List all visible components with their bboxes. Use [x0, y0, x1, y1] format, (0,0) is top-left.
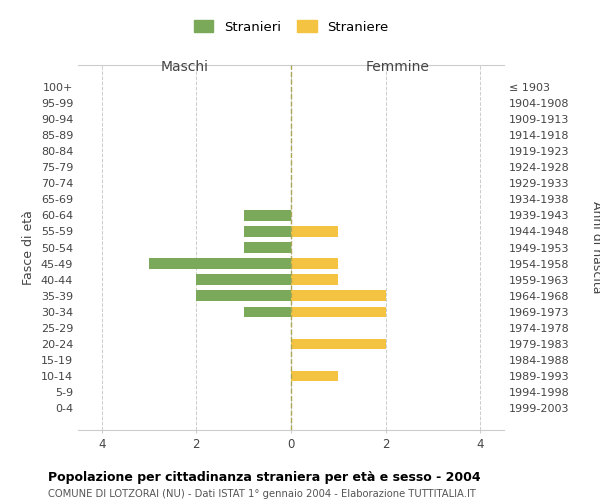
Text: Femmine: Femmine: [365, 60, 430, 74]
Legend: Stranieri, Straniere: Stranieri, Straniere: [194, 20, 388, 34]
Bar: [291, 338, 386, 349]
Bar: [244, 210, 291, 220]
Bar: [291, 274, 338, 285]
Bar: [196, 290, 291, 301]
Bar: [149, 258, 291, 269]
Text: Popolazione per cittadinanza straniera per età e sesso - 2004: Popolazione per cittadinanza straniera p…: [48, 471, 481, 484]
Bar: [291, 290, 386, 301]
Text: Maschi: Maschi: [161, 60, 209, 74]
Bar: [196, 274, 291, 285]
Y-axis label: Fasce di età: Fasce di età: [22, 210, 35, 285]
Y-axis label: Anni di nascita: Anni di nascita: [590, 201, 600, 294]
Bar: [244, 226, 291, 236]
Text: COMUNE DI LOTZORAI (NU) - Dati ISTAT 1° gennaio 2004 - Elaborazione TUTTITALIA.I: COMUNE DI LOTZORAI (NU) - Dati ISTAT 1° …: [48, 489, 476, 499]
Bar: [291, 371, 338, 382]
Bar: [291, 306, 386, 317]
Bar: [291, 226, 338, 236]
Bar: [244, 242, 291, 252]
Bar: [244, 306, 291, 317]
Bar: [291, 258, 338, 269]
